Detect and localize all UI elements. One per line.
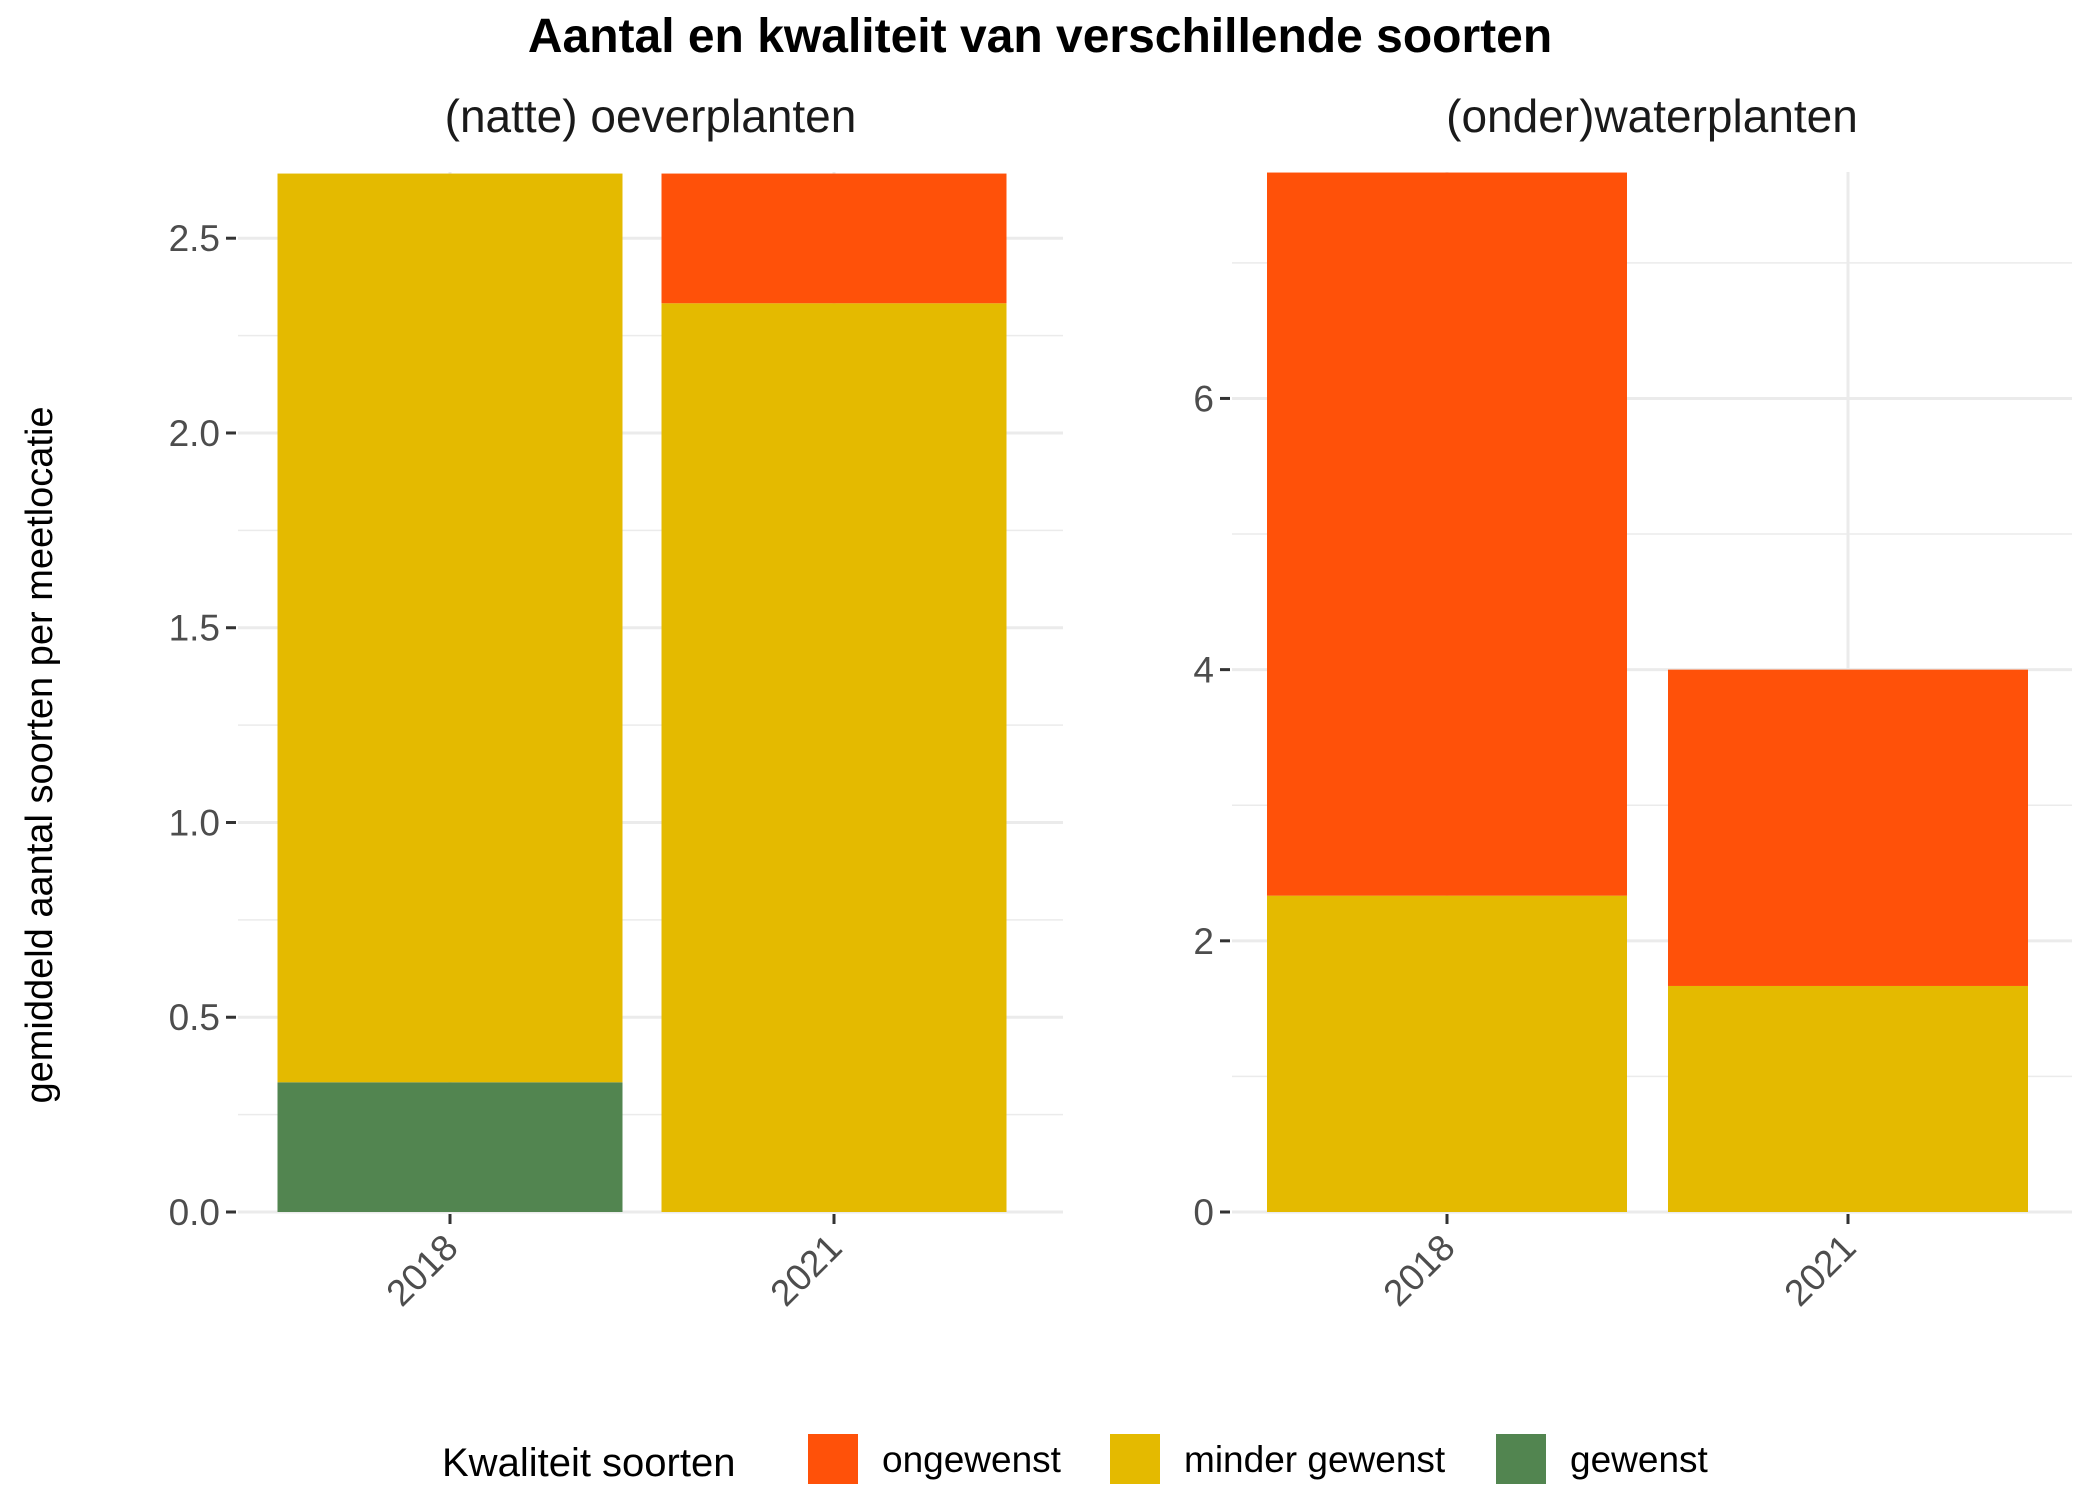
y-tick-label: 2 [1193, 921, 1214, 962]
bar-segment-ongewenst [1267, 172, 1627, 896]
facet-panels: (natte) oeverplanten0.00.51.01.52.02.520… [169, 90, 2072, 1314]
facet-title: (onder)waterplanten [1446, 90, 1858, 142]
y-axis-title: gemiddeld aantal soorten per meetlocatie [19, 406, 61, 1103]
x-tick-label: 2018 [378, 1227, 465, 1314]
y-tick-label: 2.5 [169, 218, 220, 259]
x-tick-label: 2018 [1375, 1227, 1462, 1314]
facet-panel: (onder)waterplanten 0 2 4 6 2018 2021 [1193, 90, 2072, 1314]
bar-segment-minder-gewenst [277, 173, 623, 1083]
legend-label: ongewenst [882, 1439, 1062, 1480]
legend-key-ongewenst [808, 1434, 858, 1484]
legend-key-gewenst [1496, 1434, 1546, 1484]
legend: Kwaliteit soorten ongewenst minder gewens… [442, 1434, 1709, 1485]
facet-panel: (natte) oeverplanten 0.0 0.5 1.0 1.5 2.0 2.5 20… [169, 90, 1063, 1314]
y-tick-label: 1.5 [169, 608, 220, 649]
bar-segment-gewenst [277, 1082, 623, 1212]
legend-label: minder gewenst [1184, 1439, 1446, 1480]
bar-segment-ongewenst [661, 173, 1007, 304]
legend-label: gewenst [1570, 1439, 1709, 1480]
legend-key-minder-gewenst [1110, 1434, 1160, 1484]
legend-title: Kwaliteit soorten [442, 1441, 735, 1485]
y-tick-label: 0.0 [169, 1192, 220, 1233]
y-tick-label: 1.0 [169, 802, 220, 843]
x-tick-label: 2021 [1776, 1227, 1863, 1314]
bar-segment-minder-gewenst [661, 303, 1007, 1212]
y-tick-label: 0 [1193, 1192, 1214, 1233]
x-tick-label: 2021 [762, 1227, 849, 1314]
bar-segment-ongewenst [1668, 669, 2028, 986]
facet-title: (natte) oeverplanten [445, 90, 857, 142]
bar-segment-minder-gewenst [1267, 895, 1627, 1212]
y-tick-label: 6 [1193, 378, 1214, 419]
y-tick-label: 0.5 [169, 997, 220, 1038]
y-tick-label: 4 [1193, 650, 1214, 691]
chart-title: Aantal en kwaliteit van verschillende so… [528, 10, 1552, 63]
bar-segment-minder-gewenst [1668, 985, 2028, 1212]
y-tick-label: 2.0 [169, 413, 220, 454]
